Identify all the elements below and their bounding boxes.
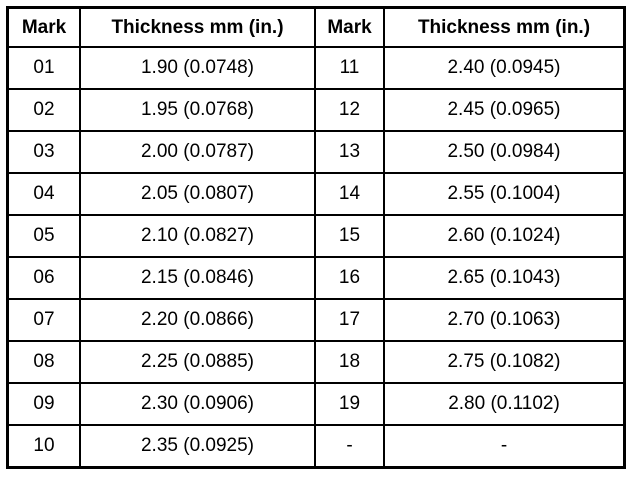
mark-cell: 06 [6, 256, 81, 300]
thickness-cell: 2.10 (0.0827) [79, 214, 316, 258]
thickness-cell: 2.65 (0.1043) [383, 256, 626, 300]
mark-cell: 04 [6, 172, 81, 216]
table-container: Mark Thickness mm (in.) Mark Thickness mm (… [6, 6, 626, 469]
header-cell: Mark [314, 6, 385, 48]
mark-cell: 11 [314, 46, 385, 90]
mark-cell: 17 [314, 298, 385, 342]
thickness-cell: 2.40 (0.0945) [383, 46, 626, 90]
table-row: 06 2.15 (0.0846) 16 2.65 (0.1043) [6, 256, 626, 300]
thickness-cell: 2.15 (0.0846) [79, 256, 316, 300]
mark-cell: 08 [6, 340, 81, 384]
mark-cell: 13 [314, 130, 385, 174]
thickness-cell: 2.25 (0.0885) [79, 340, 316, 384]
header-row: Mark Thickness mm (in.) Mark Thickness mm (… [6, 6, 626, 48]
mark-cell: - [314, 424, 385, 469]
thickness-cell: 2.45 (0.0965) [383, 88, 626, 132]
thickness-cell: 2.75 (0.1082) [383, 340, 626, 384]
mark-cell: 09 [6, 382, 81, 426]
mark-cell: 01 [6, 46, 81, 90]
table-body: 01 1.90 (0.0748) 11 2.40 (0.0945) 02 1.95 (0.… [6, 46, 626, 469]
header-cell: Thickness mm (in.) [383, 6, 626, 48]
table-row: 01 1.90 (0.0748) 11 2.40 (0.0945) [6, 46, 626, 90]
thickness-cell: 2.50 (0.0984) [383, 130, 626, 174]
mark-cell: 18 [314, 340, 385, 384]
table-row: 03 2.00 (0.0787) 13 2.50 (0.0984) [6, 130, 626, 174]
thickness-cell: 1.95 (0.0768) [79, 88, 316, 132]
thickness-cell: 2.00 (0.0787) [79, 130, 316, 174]
mark-cell: 02 [6, 88, 81, 132]
mark-cell: 19 [314, 382, 385, 426]
table-row: 10 2.35 (0.0925) - - [6, 424, 626, 469]
table-row: 05 2.10 (0.0827) 15 2.60 (0.1024) [6, 214, 626, 258]
table-row: 08 2.25 (0.0885) 18 2.75 (0.1082) [6, 340, 626, 384]
mark-cell: 05 [6, 214, 81, 258]
thickness-cell: - [383, 424, 626, 469]
header-cell: Thickness mm (in.) [79, 6, 316, 48]
mark-cell: 15 [314, 214, 385, 258]
thickness-cell: 2.55 (0.1004) [383, 172, 626, 216]
thickness-cell: 2.30 (0.0906) [79, 382, 316, 426]
thickness-cell: 2.05 (0.0807) [79, 172, 316, 216]
mark-cell: 14 [314, 172, 385, 216]
table-row: 07 2.20 (0.0866) 17 2.70 (0.1063) [6, 298, 626, 342]
thickness-cell: 2.70 (0.1063) [383, 298, 626, 342]
mark-cell: 07 [6, 298, 81, 342]
mark-cell: 03 [6, 130, 81, 174]
thickness-cell: 2.80 (0.1102) [383, 382, 626, 426]
mark-cell: 16 [314, 256, 385, 300]
thickness-cell: 1.90 (0.0748) [79, 46, 316, 90]
thickness-cell: 2.20 (0.0866) [79, 298, 316, 342]
table-row: 04 2.05 (0.0807) 14 2.55 (0.1004) [6, 172, 626, 216]
thickness-table: Mark Thickness mm (in.) Mark Thickness mm (… [6, 6, 626, 469]
thickness-cell: 2.35 (0.0925) [79, 424, 316, 469]
header-cell: Mark [6, 6, 81, 48]
thickness-cell: 2.60 (0.1024) [383, 214, 626, 258]
table-row: 02 1.95 (0.0768) 12 2.45 (0.0965) [6, 88, 626, 132]
mark-cell: 10 [6, 424, 81, 469]
mark-cell: 12 [314, 88, 385, 132]
table-row: 09 2.30 (0.0906) 19 2.80 (0.1102) [6, 382, 626, 426]
